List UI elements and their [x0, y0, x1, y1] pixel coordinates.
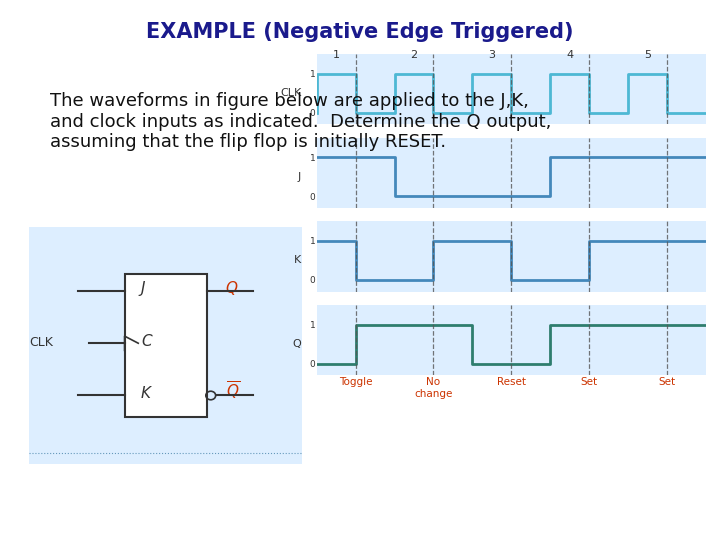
Text: CLK: CLK — [280, 88, 301, 98]
FancyBboxPatch shape — [125, 274, 207, 417]
Text: 3: 3 — [488, 50, 495, 60]
Text: J: J — [141, 281, 145, 296]
Text: 1: 1 — [333, 50, 340, 60]
Text: 2: 2 — [410, 50, 418, 60]
Text: Q: Q — [292, 339, 301, 349]
Text: 4: 4 — [566, 50, 573, 60]
Text: Q: Q — [226, 281, 238, 296]
Text: CLK: CLK — [29, 335, 53, 349]
Text: $\overline{Q}$: $\overline{Q}$ — [226, 380, 240, 402]
FancyBboxPatch shape — [29, 227, 302, 464]
Text: K: K — [294, 255, 301, 265]
Text: Toggle: Toggle — [339, 377, 372, 388]
Text: K: K — [141, 386, 151, 401]
Text: 5: 5 — [644, 50, 651, 60]
Text: Set: Set — [658, 377, 675, 388]
Text: No
change: No change — [414, 377, 453, 399]
Text: The waveforms in figure below are applied to the J,K,
and clock inputs as indica: The waveforms in figure below are applie… — [50, 92, 552, 151]
Text: Reset: Reset — [497, 377, 526, 388]
Text: Set: Set — [580, 377, 598, 388]
Text: C: C — [141, 334, 152, 349]
Text: J: J — [298, 172, 301, 181]
Text: EXAMPLE (Negative Edge Triggered): EXAMPLE (Negative Edge Triggered) — [146, 22, 574, 42]
